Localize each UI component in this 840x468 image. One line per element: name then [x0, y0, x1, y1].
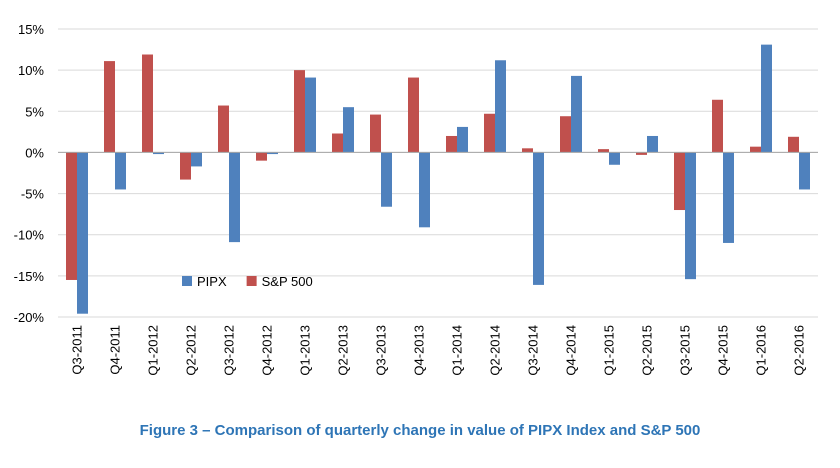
bar-s-p-500-q2-2014 — [484, 113, 495, 153]
bar-s-p-500-q4-2014 — [560, 116, 571, 153]
x-tick-label: Q2-2012 — [184, 325, 199, 376]
x-tick-label: Q1-2015 — [602, 325, 617, 376]
bar-s-p-500-q4-2012 — [256, 152, 267, 161]
y-tick-label: -10% — [14, 228, 45, 243]
x-tick-label: Q4-2015 — [716, 325, 731, 376]
x-tick-label: Q1-2014 — [450, 325, 465, 376]
x-tick-label: Q3-2012 — [222, 325, 237, 376]
bar-s-p-500-q1-2014 — [446, 135, 457, 153]
bar-pipx-q2-2013 — [343, 107, 354, 153]
legend-label: PIPX — [197, 274, 227, 289]
bar-pipx-q1-2013 — [305, 77, 316, 153]
bar-pipx-q3-2014 — [533, 152, 544, 285]
bar-s-p-500-q2-2012 — [180, 152, 191, 180]
bar-s-p-500-q1-2013 — [294, 70, 305, 153]
bar-s-p-500-q3-2013 — [370, 114, 381, 153]
bar-s-p-500-q4-2011 — [104, 61, 115, 153]
bar-pipx-q1-2014 — [457, 126, 468, 153]
bar-chart: -20% -15% -10% -5% 0% 5% 10% 15% Q3-2011 Q4-2011… — [14, 22, 818, 376]
y-tick-label: 10% — [18, 63, 44, 78]
bar-pipx-q2-2016 — [799, 152, 810, 190]
bar-pipx-q1-2015 — [609, 152, 620, 165]
y-tick-label: -20% — [14, 310, 45, 325]
bar-pipx-q2-2015 — [647, 135, 658, 153]
y-tick-label: -5% — [21, 187, 45, 202]
bar-pipx-q4-2013 — [419, 152, 430, 228]
x-tick-label: Q3-2014 — [526, 325, 541, 376]
bar-pipx-q2-2014 — [495, 60, 506, 153]
bar-pipx-q3-2012 — [229, 152, 240, 243]
legend-label: S&P 500 — [262, 274, 313, 289]
x-tick-label: Q2-2014 — [488, 325, 503, 376]
bar-pipx-q4-2015 — [723, 152, 734, 243]
gridlines — [58, 28, 818, 318]
bar-s-p-500-q3-2014 — [522, 148, 533, 153]
bar-s-p-500-q3-2012 — [218, 105, 229, 153]
legend: PIPX S&P 500 — [182, 274, 313, 289]
y-tick-label: 15% — [18, 22, 44, 37]
bar-s-p-500-q1-2016 — [750, 146, 761, 153]
x-tick-label: Q4-2013 — [412, 325, 427, 376]
y-axis-labels: -20% -15% -10% -5% 0% 5% 10% 15% — [14, 22, 45, 325]
bar-s-p-500-q4-2015 — [712, 99, 723, 153]
x-tick-label: Q3-2015 — [678, 325, 693, 376]
bar-s-p-500-q3-2011 — [66, 152, 77, 280]
bar-s-p-500-q1-2012 — [142, 54, 153, 153]
x-tick-label: Q1-2013 — [298, 325, 313, 376]
y-tick-label: 5% — [25, 104, 44, 119]
y-tick-label: 0% — [25, 145, 44, 160]
y-tick-label: -15% — [14, 269, 45, 284]
x-tick-label: Q3-2011 — [70, 325, 85, 375]
bar-s-p-500-q2-2013 — [332, 133, 343, 153]
x-tick-label: Q2-2013 — [336, 325, 351, 376]
x-axis-labels: Q3-2011 Q4-2011 Q1-2012 Q2-2012 Q3-2012 Q4-20… — [70, 325, 807, 376]
legend-swatch — [246, 276, 257, 286]
bar-s-p-500-q2-2015 — [636, 152, 647, 155]
x-tick-label: Q1-2012 — [146, 325, 161, 376]
bar-pipx-q4-2011 — [115, 152, 126, 190]
x-tick-label: Q2-2016 — [792, 325, 807, 376]
bar-pipx-q4-2012 — [267, 152, 278, 155]
bar-pipx-q3-2011 — [77, 152, 88, 314]
bar-pipx-q4-2014 — [571, 75, 582, 153]
bar-s-p-500-q4-2013 — [408, 77, 419, 153]
legend-swatch — [182, 276, 192, 286]
x-tick-label: Q4-2014 — [564, 325, 579, 376]
bar-pipx-q3-2013 — [381, 152, 392, 207]
bar-pipx-q2-2012 — [191, 152, 202, 167]
x-tick-label: Q4-2012 — [260, 325, 275, 376]
x-tick-label: Q4-2011 — [108, 325, 123, 375]
bar-s-p-500-q3-2015 — [674, 152, 685, 211]
x-tick-label: Q3-2013 — [374, 325, 389, 376]
bar-pipx-q3-2015 — [685, 152, 696, 280]
bar-s-p-500-q1-2015 — [598, 149, 609, 153]
bars — [66, 44, 810, 314]
bar-pipx-q1-2016 — [761, 44, 772, 153]
bar-pipx-q1-2012 — [153, 152, 164, 155]
x-tick-label: Q1-2016 — [754, 325, 769, 376]
x-tick-label: Q2-2015 — [640, 325, 655, 376]
bar-s-p-500-q2-2016 — [788, 136, 799, 153]
figure-caption: Figure 3 – Comparison of quarterly chang… — [139, 422, 701, 439]
